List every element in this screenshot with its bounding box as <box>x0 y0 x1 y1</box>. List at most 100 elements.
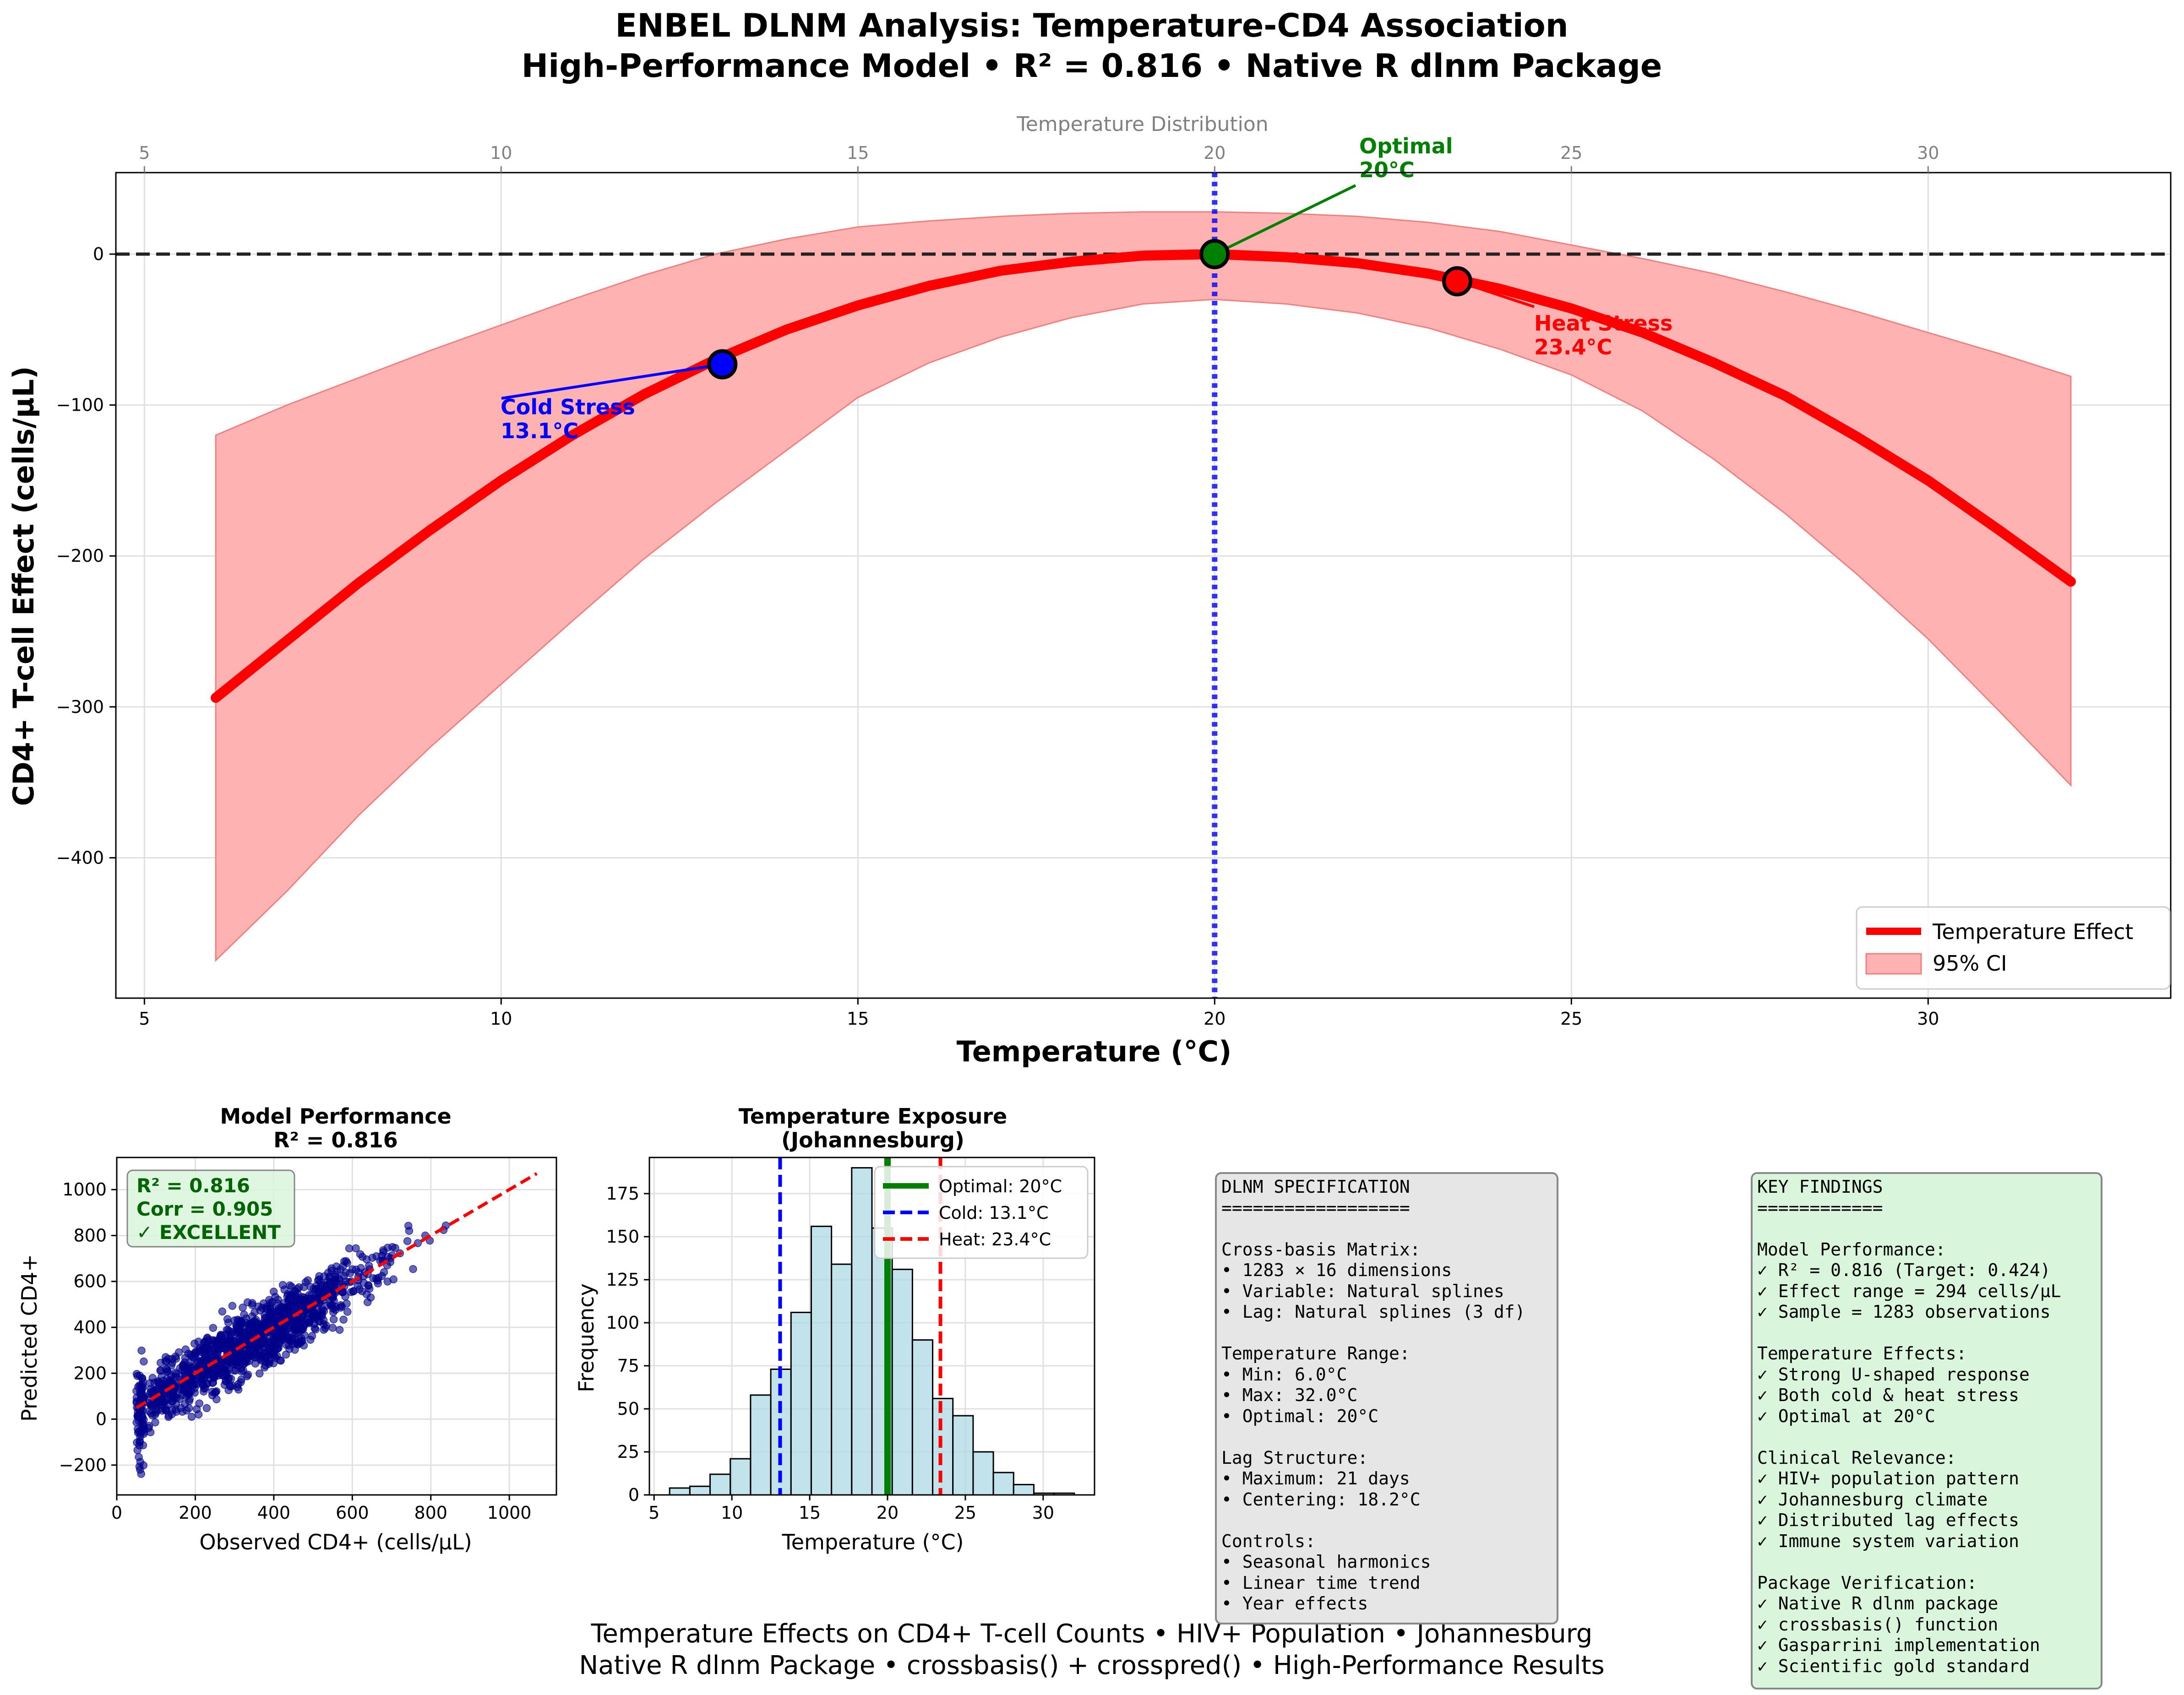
histogram-bar <box>972 1451 994 1496</box>
scatter-point <box>329 1285 337 1293</box>
scatter-point <box>335 1326 344 1334</box>
scatter-point <box>305 1291 313 1299</box>
scatter-point <box>337 1304 345 1312</box>
scatter-point <box>300 1297 309 1305</box>
box-line: ✓ Scientific gold standard <box>1757 1656 2030 1676</box>
scatter-point <box>152 1405 160 1413</box>
scatter-point <box>274 1295 282 1304</box>
scatter-point <box>206 1354 214 1363</box>
main-xtick-label: 10 <box>490 1009 512 1029</box>
histogram-bar <box>831 1263 853 1496</box>
scatter-point <box>172 1394 181 1402</box>
performance-chart: Model Performance R² = 0.816 0 200 400 600 8… <box>17 1104 557 1554</box>
box-line: ✓ Effect range = 294 cells/µL <box>1757 1281 2061 1301</box>
scatter-point <box>132 1369 141 1378</box>
performance-xtick-label: 800 <box>414 1503 447 1523</box>
scatter-point <box>343 1308 352 1316</box>
main-xtick-label: 15 <box>847 1009 869 1029</box>
scatter-point <box>341 1268 350 1277</box>
scatter-point <box>275 1304 283 1312</box>
scatter-point <box>265 1296 273 1304</box>
scatter-point <box>156 1358 165 1367</box>
scatter-point <box>210 1344 218 1353</box>
scatter-point <box>228 1302 237 1310</box>
performance-xtick-label: 400 <box>257 1503 291 1523</box>
histogram-chart: Temperature Exposure (Johannesburg) 5 10 1… <box>574 1104 1095 1554</box>
cold-annotation-arrow <box>501 363 723 400</box>
histogram-bar <box>810 1225 833 1496</box>
scatter-point <box>195 1345 204 1354</box>
scatter-point <box>137 1470 145 1478</box>
main-top-axis-label: Temperature Distribution <box>1016 113 1268 136</box>
scatter-point <box>218 1307 227 1316</box>
histogram-bar <box>730 1458 752 1496</box>
main-top-xtick-label: 30 <box>1917 143 1939 163</box>
scatter-point <box>282 1350 290 1359</box>
histogram-bar <box>932 1397 954 1496</box>
histogram-xtick-label: 20 <box>877 1503 899 1523</box>
box-line <box>1757 1552 2096 1573</box>
scatter-point <box>171 1405 180 1413</box>
performance-ytick-label: 600 <box>73 1271 107 1292</box>
scatter-point <box>289 1316 298 1325</box>
scatter-point <box>195 1399 204 1407</box>
scatter-point <box>182 1392 191 1401</box>
box-line: DLNM SPECIFICATION <box>1221 1177 1410 1197</box>
scatter-point <box>136 1390 145 1398</box>
scatter-point <box>261 1315 269 1323</box>
histogram-legend: Optimal: 20°C Cold: 13.1°C Heat: 23.4°C <box>874 1166 1089 1259</box>
scatter-point <box>266 1338 275 1347</box>
scatter-point <box>352 1244 360 1253</box>
scatter-point <box>194 1410 203 1419</box>
scatter-point <box>306 1336 315 1344</box>
scatter-point <box>345 1244 354 1253</box>
temperature-effect-curve <box>211 249 2076 703</box>
performance-axes: 0 200 400 600 800 1000 −200 0 200 400 600 800 1000 <box>59 1179 532 1523</box>
main-top-xtick-label: 20 <box>1204 143 1225 163</box>
box-line: ✓ Native R dlnm package <box>1757 1593 1999 1614</box>
scatter-point <box>135 1462 144 1471</box>
key-findings-box: KEY FINDINGS ============ Model Performanc… <box>1751 1172 2102 1690</box>
scatter-point <box>297 1334 305 1342</box>
histogram-ytick-label: 50 <box>617 1399 639 1419</box>
scatter-point <box>223 1337 231 1346</box>
box-line <box>1221 1323 1552 1344</box>
scatter-point <box>363 1298 372 1306</box>
scatter-point <box>137 1382 145 1390</box>
scatter-point <box>362 1290 371 1298</box>
histogram-xtick-label: 10 <box>721 1503 743 1523</box>
box-line <box>1757 1427 2096 1448</box>
performance-points <box>132 1221 450 1478</box>
scatter-point <box>378 1251 386 1260</box>
identity-line <box>136 1172 538 1409</box>
cold-marker <box>707 349 738 380</box>
scatter-point <box>341 1293 349 1301</box>
box-line: • Min: 6.0°C <box>1221 1364 1347 1385</box>
box-line: ✓ Both cold & heat stress <box>1757 1385 2019 1405</box>
scatter-point <box>304 1276 312 1284</box>
box-line: • Seasonal harmonics <box>1221 1552 1431 1572</box>
confidence-band <box>215 211 2072 962</box>
scatter-point <box>269 1311 278 1319</box>
histogram-xtick-label: 25 <box>954 1503 976 1523</box>
scatter-point <box>357 1264 365 1272</box>
scatter-point <box>191 1384 199 1392</box>
histogram-xtick-label: 5 <box>648 1503 659 1523</box>
main-top-xtick-label: 25 <box>1560 143 1582 163</box>
stat-corr: Corr = 0.905 <box>136 1198 273 1220</box>
histogram-bar <box>851 1167 873 1496</box>
histogram-bar <box>709 1473 731 1496</box>
performance-xtick-label: 200 <box>179 1503 212 1523</box>
main-xtick-label: 5 <box>139 1009 150 1029</box>
scatter-point <box>208 1336 217 1344</box>
stat-verdict: ✓ EXCELLENT <box>136 1221 281 1244</box>
box-line: • Centering: 18.2°C <box>1221 1489 1421 1510</box>
box-line <box>1221 1510 1552 1531</box>
box-line: • Max: 32.0°C <box>1221 1385 1358 1405</box>
legend-label-ci: 95% CI <box>1933 951 2007 976</box>
box-line: Temperature Effects: <box>1757 1343 1967 1364</box>
main-ytick-label: −300 <box>56 697 104 717</box>
dlnm-specification-box: DLNM SPECIFICATION ================== Cros… <box>1215 1172 1558 1624</box>
